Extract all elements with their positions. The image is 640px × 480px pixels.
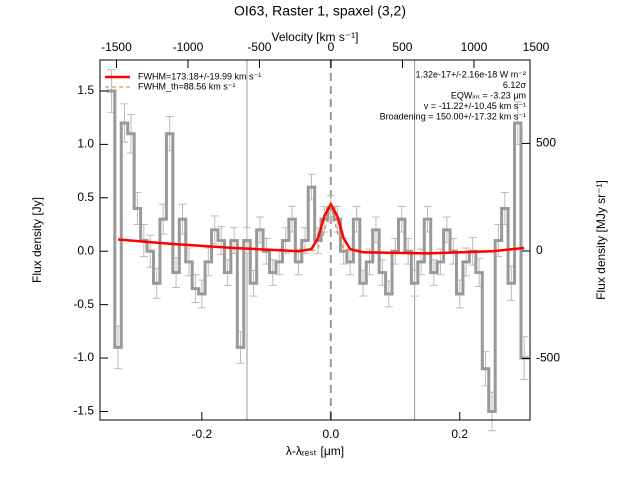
y-tick-label: 0.5 [77,190,94,204]
legend-label: FWHM=173.18+/-19.99 km s⁻¹ [138,71,261,81]
x2-tick-label: 1500 [523,40,550,54]
y-axis-label: Flux density [Jy] [30,197,44,283]
y-tick-label: 1.0 [77,137,94,151]
x2-tick-label: -1500 [101,40,132,54]
x2-axis-label: Velocity [km s⁻¹] [271,30,358,44]
annotation: EQWᵢₙₜ = -3.23 μm [451,90,526,100]
x-tick-label: -0.2 [192,427,213,441]
plot-frame [99,59,531,421]
y-tick-label: -1.0 [73,350,94,364]
x-tick-label: 0.2 [451,427,468,441]
annotation: 6.12σ [503,80,527,90]
y2-axis-label: Flux density [MJy sr⁻¹] [594,180,608,300]
x2-tick-label: 500 [392,40,412,54]
y-tick-label: -1.5 [73,404,94,418]
annotation: v = -11.22+/-10.45 km s⁻¹ [424,101,526,111]
x2-tick-label: 1000 [461,40,488,54]
x2-tick-label: -1000 [173,40,204,54]
x2-tick-label: 0 [328,40,335,54]
x-axis-label: λ-λᵣₑₛₜ [μm] [286,444,344,458]
y-tick-label: -0.5 [73,297,94,311]
y2-tick-label: 500 [536,136,556,150]
y2-tick-label: 0 [536,243,543,257]
legend-label: FWHM_th=88.56 km s⁻¹ [138,81,236,91]
fit-line [311,206,351,252]
x-tick-label: 0.0 [322,427,339,441]
chart-title: OI63, Raster 1, spaxel (3,2) [234,3,406,19]
fit-line [117,201,525,255]
step-connectors [113,90,523,412]
annotation: Broadening = 150.00+/-17.32 km s⁻¹ [380,111,526,121]
y-tick-label: 1.5 [77,83,94,97]
y2-tick-label: -500 [536,351,560,365]
y-tick-label: 0.0 [77,243,94,257]
annotation: 1.32e-17+/-2.16e-18 W m⁻² [415,69,526,79]
x2-tick-label: -500 [247,40,271,54]
